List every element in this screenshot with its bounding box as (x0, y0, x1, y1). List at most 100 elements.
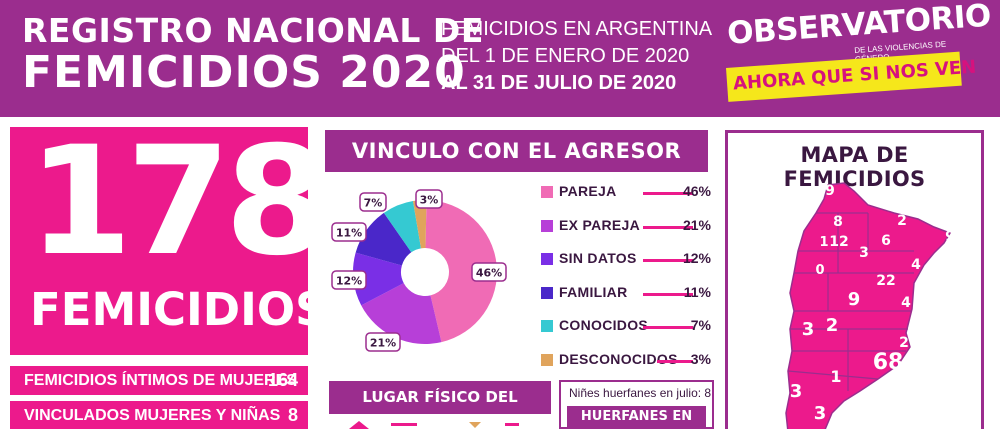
legend-value: 11% (683, 283, 711, 300)
province-count: 22 (876, 273, 895, 289)
subtitle-line-1: FEMICIDIOS EN ARGENTINA (441, 18, 713, 40)
province-count: 4 (901, 295, 911, 311)
legend-label: SIN DATOS (559, 250, 637, 266)
logo-slogan-band: AHORA QUE SI NOS VEN (726, 51, 977, 102)
page-title: REGISTRO NACIONAL DE FEMICIDIOS 2020 (22, 14, 484, 95)
legend-label: CONOCIDOS (559, 317, 649, 333)
legend-value: 46% (682, 183, 711, 199)
province-count: 9 (945, 229, 955, 245)
legend-item: FAMILIAR 11% (541, 283, 715, 305)
donut-slice-conocidos (383, 201, 421, 253)
province-count: 2 (826, 315, 839, 336)
donut-slice-ex-pareja (361, 283, 442, 344)
title-line-2: FEMICIDIOS 2020 (22, 47, 466, 98)
donut-data-label: 21% (365, 332, 401, 352)
label-fragment (391, 423, 417, 426)
label-fragment (505, 423, 519, 426)
legend-leader-line (643, 292, 693, 296)
total-label: FEMICIDIOS (30, 283, 328, 336)
svg-text:21%: 21% (370, 337, 396, 350)
legend-leader-line (657, 359, 693, 363)
province-count: 12 (829, 234, 848, 250)
province-count: 3 (790, 381, 803, 402)
donut-data-label: 3% (415, 189, 443, 209)
donut-slice-sin-datos (353, 252, 404, 306)
province-borders (787, 212, 914, 391)
legend-item: DESCONOCIDOS 3% (541, 350, 715, 372)
province-count: 3 (859, 245, 869, 261)
province-count: 0 (815, 263, 824, 278)
house-icon (349, 421, 369, 429)
donut-slice-familiar (355, 212, 412, 266)
logo-slogan: AHORA QUE SI NOS VEN (732, 56, 977, 95)
title-line-1: REGISTRO NACIONAL DE (22, 11, 484, 50)
donut-slice-pareja (425, 200, 498, 343)
legend-leader-line (643, 259, 693, 262)
vinculo-donut-chart: 46% 21% 12% 11% 7% 3% (331, 189, 507, 352)
svg-text:12%: 12% (336, 275, 362, 288)
total-box: 178 FEMICIDIOS (10, 127, 329, 355)
legend-item: SIN DATOS 12% (541, 249, 715, 271)
huerfanes-note: Niñes huerfanes en julio: 8 (569, 386, 712, 400)
stat-label: VINCULADOS MUJERES Y NIÑAS (24, 407, 281, 424)
observatorio-logo: OBSERVATORIO DE LAS VIOLENCIAS DE GÉNERO… (722, 0, 992, 112)
legend-label: PAREJA (559, 183, 617, 199)
subtitle-line-2: DEL 1 DE ENERO DE 2020 (441, 45, 690, 67)
stat-value: 8 (287, 405, 298, 425)
subtitle-line-3: AL 31 DE JULIO DE 2020 (441, 72, 677, 94)
stat-row-vinculados: VINCULADOS MUJERES Y NIÑAS 8 (10, 401, 308, 429)
page-subtitle: FEMICIDIOS EN ARGENTINA DEL 1 DE ENERO D… (441, 16, 712, 97)
huerfanes-title: HUERFANES EN 2020 (567, 406, 706, 428)
header-banner: REGISTRO NACIONAL DE FEMICIDIOS 2020 FEM… (0, 0, 1000, 117)
donut-slice-desconocidos (412, 200, 427, 249)
donut-data-label: 12% (331, 270, 367, 290)
province-count: 1 (819, 235, 828, 250)
svg-text:7%: 7% (364, 197, 383, 210)
legend-swatch (541, 353, 553, 366)
province-count: 3 (814, 403, 827, 424)
legend-item: EX PAREJA 21% (541, 216, 715, 238)
svg-text:3%: 3% (420, 194, 439, 207)
total-number: 178 (28, 115, 329, 289)
legend-value: 12% (682, 250, 711, 266)
legend-swatch (541, 186, 553, 198)
donut-data-label: 11% (331, 222, 367, 242)
province-count: 68 (873, 350, 904, 375)
legend-swatch (541, 219, 553, 232)
argentina-shape (785, 182, 952, 429)
province-count: 9 (848, 289, 861, 310)
province-count: 2 (899, 335, 909, 351)
legend-label: FAMILIAR (559, 283, 628, 300)
svg-text:46%: 46% (476, 267, 502, 280)
province-count: 8 (833, 214, 843, 230)
stat-value: 164 (267, 370, 298, 390)
legend-value: 7% (690, 317, 711, 333)
province-count: 3 (802, 319, 815, 340)
legend-value: 21% (682, 216, 711, 233)
stat-label: FEMICIDIOS ÍNTIMOS DE MUJERES (24, 372, 297, 389)
donut-data-label: 7% (359, 192, 387, 212)
lugar-icons-strip (349, 421, 519, 429)
legend-leader-line (643, 192, 693, 195)
vinculo-title: VINCULO CON EL AGRESOR (325, 130, 708, 172)
legend-swatch (541, 320, 553, 332)
legend-label: EX PAREJA (559, 216, 641, 233)
legend-item: PAREJA 46% (541, 182, 715, 204)
legend-leader-line (643, 225, 693, 229)
legend-item: CONOCIDOS 7% (541, 316, 715, 338)
stat-row-intimos: FEMICIDIOS ÍNTIMOS DE MUJERES 164 (10, 366, 308, 395)
legend-swatch (541, 286, 553, 299)
huerfanes-box: Niñes huerfanes en julio: 8 HUERFANES EN… (559, 380, 714, 429)
lugar-title: LUGAR FÍSICO DEL FEMICIDIO (329, 381, 551, 429)
arrow-icon (469, 422, 481, 428)
province-count: 6 (881, 233, 891, 249)
legend-label: DESCONOCIDOS (559, 350, 678, 367)
province-count: 4 (911, 257, 921, 273)
legend-value: 3% (690, 350, 711, 367)
svg-text:11%: 11% (336, 227, 362, 240)
province-count: 2 (897, 213, 907, 229)
province-count: 1 (830, 367, 841, 386)
legend-leader-line (643, 326, 693, 329)
